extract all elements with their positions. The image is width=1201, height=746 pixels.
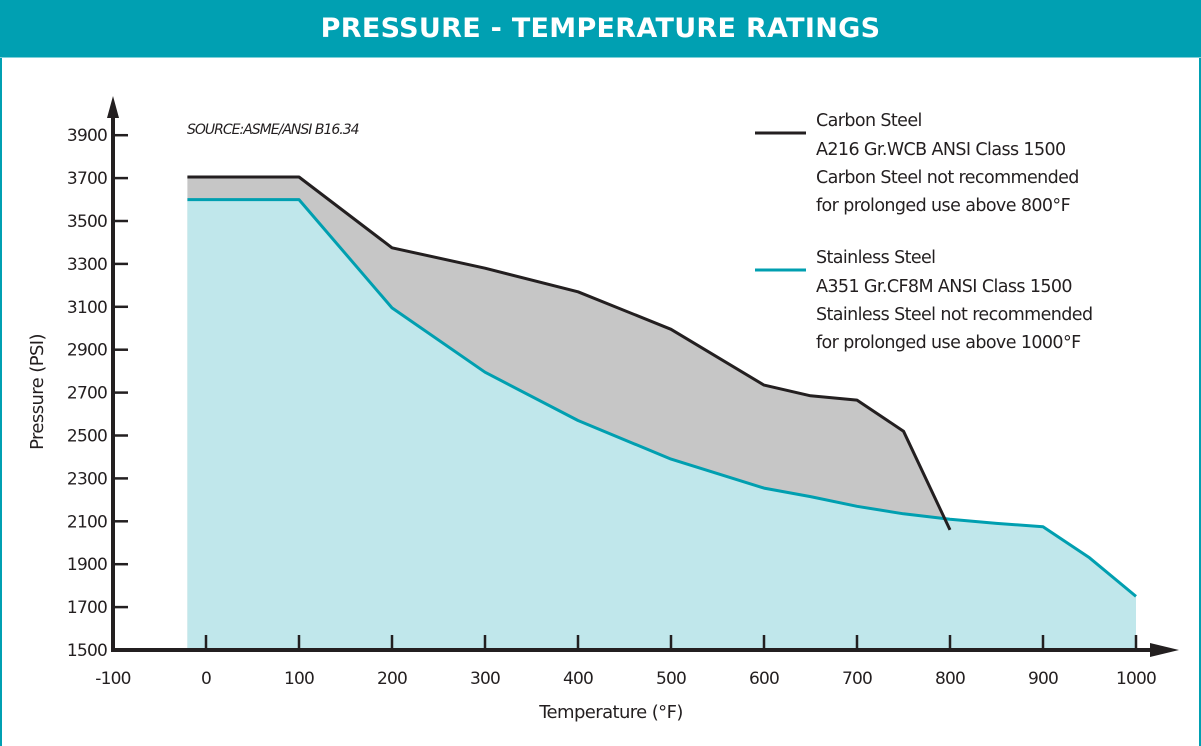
y-axis-title: Pressure (PSI) <box>27 334 48 450</box>
x-tick-label: 800 <box>935 669 965 689</box>
y-tick-label: 3700 <box>67 169 107 189</box>
y-tick-label: 1500 <box>67 641 107 661</box>
y-tick-label: 3300 <box>67 255 107 275</box>
legend-carbon-line-4: for prolonged use above 800°F <box>816 196 1071 216</box>
x-tick-label: 400 <box>563 669 593 689</box>
y-tick-label: 2700 <box>67 384 107 404</box>
legend-stainless-line-4: for prolonged use above 1000°F <box>816 333 1081 353</box>
y-tick-label: 2100 <box>67 512 107 532</box>
y-tick-label: 3500 <box>67 212 107 232</box>
axes-layer <box>107 96 1179 657</box>
y-tick-label: 2300 <box>67 469 107 489</box>
x-axis-arrow-icon <box>1150 643 1179 657</box>
x-tick-label: 700 <box>842 669 872 689</box>
x-tick-label: 1000 <box>1116 669 1156 689</box>
stainless-steel-line <box>187 198 1137 598</box>
x-tick-label: -100 <box>95 669 130 689</box>
y-tick-label: 1900 <box>67 555 107 575</box>
x-tick-label: 300 <box>470 669 500 689</box>
y-tick-label: 2500 <box>67 427 107 447</box>
y-tick-label: 3900 <box>67 126 107 146</box>
ticks-layer: 1500 1700 1900 2100 2300 2500 2700 2900 3100 3300… <box>67 126 1157 689</box>
legend: Carbon Steel A216 Gr.WCB ANSI Class 1500… <box>755 111 1093 353</box>
x-tick-label: 600 <box>749 669 779 689</box>
areas-layer <box>187 177 1136 650</box>
legend-stainless-line-1: Stainless Steel <box>816 248 935 268</box>
x-tick-label: 500 <box>656 669 686 689</box>
carbon-steel-line <box>187 175 952 531</box>
chart-title: PRESSURE - TEMPERATURE RATINGS <box>320 13 881 44</box>
y-tick-label: 1700 <box>67 598 107 618</box>
stainless-steel-area <box>187 199 1136 650</box>
chart-header: PRESSURE - TEMPERATURE RATINGS <box>0 0 1201 58</box>
y-tick-label: 3100 <box>67 298 107 318</box>
legend-carbon-line-1: Carbon Steel <box>816 111 922 131</box>
x-tick-label: 200 <box>377 669 407 689</box>
legend-stainless-line-2: A351 Gr.CF8M ANSI Class 1500 <box>816 277 1072 297</box>
legend-carbon-line-3: Carbon Steel not recommended <box>816 168 1079 188</box>
x-tick-label: 900 <box>1028 669 1058 689</box>
y-axis-arrow-icon <box>107 96 119 118</box>
source-note: SOURCE:ASME/ANSI B16.34 <box>187 122 359 138</box>
legend-stainless-line-3: Stainless Steel not recommended <box>816 305 1092 325</box>
x-axis-title: Temperature (°F) <box>538 702 683 723</box>
x-tick-label: 100 <box>284 669 314 689</box>
lines-layer <box>187 175 1137 598</box>
x-tick-label: 0 <box>201 669 211 689</box>
legend-carbon-line-2: A216 Gr.WCB ANSI Class 1500 <box>816 140 1066 160</box>
y-tick-label: 2900 <box>67 341 107 361</box>
